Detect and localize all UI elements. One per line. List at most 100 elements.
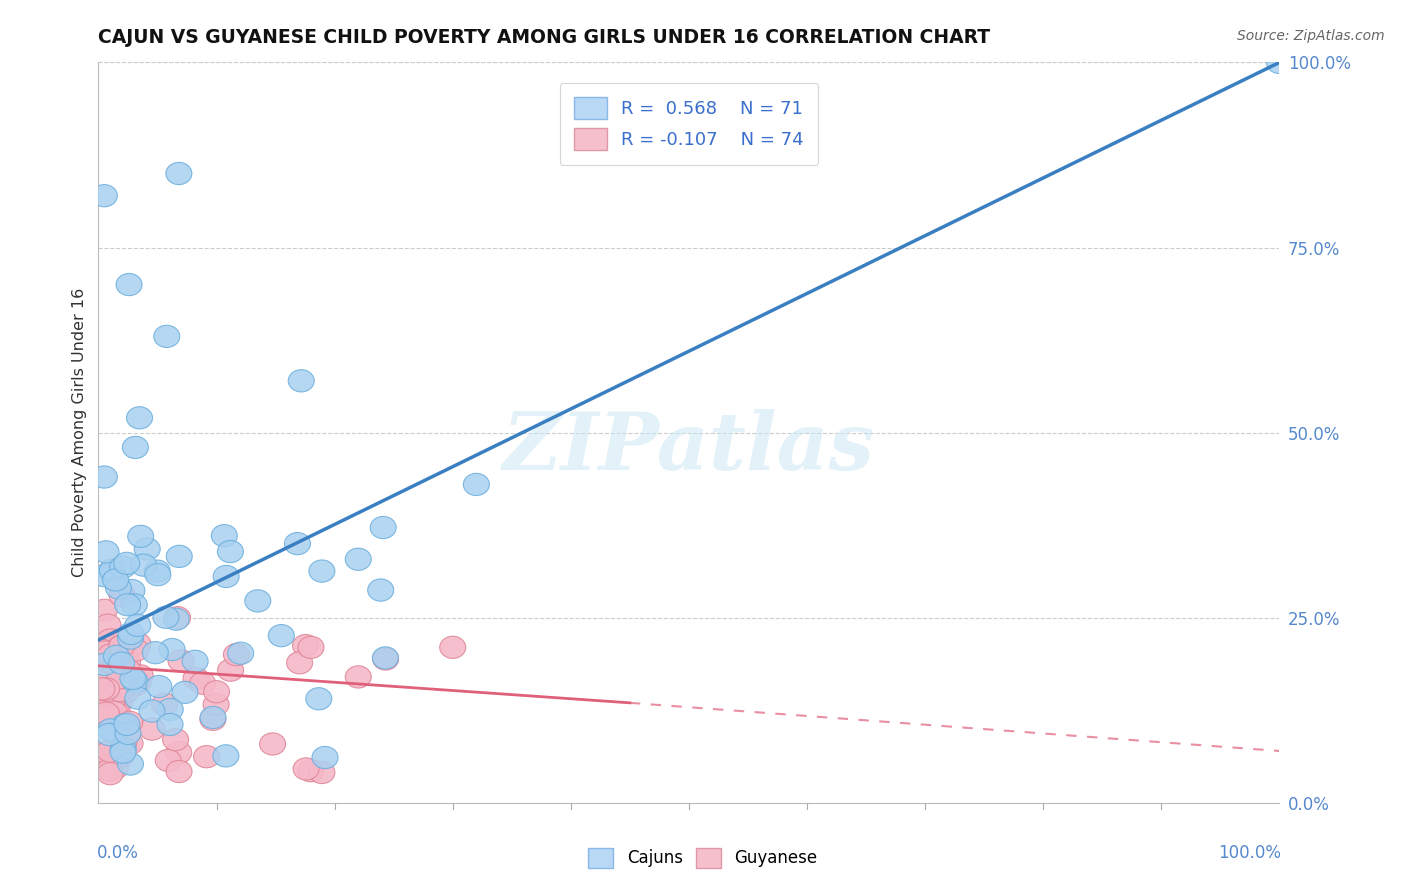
Ellipse shape (163, 608, 190, 631)
Ellipse shape (125, 670, 152, 692)
Ellipse shape (122, 673, 149, 696)
Ellipse shape (125, 615, 150, 636)
Ellipse shape (89, 678, 115, 700)
Ellipse shape (89, 640, 115, 661)
Ellipse shape (104, 739, 129, 761)
Ellipse shape (245, 590, 271, 612)
Ellipse shape (145, 560, 170, 582)
Ellipse shape (346, 665, 371, 688)
Ellipse shape (98, 691, 124, 714)
Ellipse shape (117, 274, 142, 295)
Ellipse shape (269, 624, 294, 647)
Ellipse shape (105, 677, 132, 698)
Ellipse shape (373, 648, 399, 670)
Ellipse shape (145, 564, 170, 586)
Text: 0.0%: 0.0% (97, 844, 139, 862)
Ellipse shape (114, 651, 141, 673)
Ellipse shape (114, 714, 139, 736)
Ellipse shape (108, 652, 135, 674)
Text: ZIPatlas: ZIPatlas (503, 409, 875, 486)
Ellipse shape (117, 732, 143, 755)
Ellipse shape (97, 693, 122, 715)
Ellipse shape (464, 474, 489, 496)
Ellipse shape (260, 733, 285, 755)
Ellipse shape (288, 369, 314, 392)
Ellipse shape (153, 326, 180, 348)
Ellipse shape (89, 701, 115, 723)
Ellipse shape (284, 533, 311, 555)
Ellipse shape (159, 639, 186, 661)
Ellipse shape (228, 642, 253, 665)
Ellipse shape (309, 560, 335, 582)
Ellipse shape (204, 681, 229, 703)
Ellipse shape (172, 681, 198, 704)
Ellipse shape (96, 723, 122, 746)
Y-axis label: Child Poverty Among Girls Under 16: Child Poverty Among Girls Under 16 (72, 288, 87, 577)
Ellipse shape (1267, 52, 1292, 73)
Ellipse shape (368, 579, 394, 601)
Ellipse shape (97, 740, 122, 763)
Ellipse shape (104, 702, 131, 724)
Ellipse shape (93, 702, 120, 724)
Ellipse shape (128, 525, 153, 548)
Ellipse shape (91, 466, 117, 488)
Ellipse shape (134, 538, 160, 560)
Ellipse shape (101, 701, 128, 723)
Ellipse shape (120, 580, 145, 601)
Ellipse shape (89, 743, 115, 765)
Ellipse shape (152, 693, 177, 715)
Ellipse shape (110, 556, 135, 578)
Ellipse shape (107, 680, 134, 702)
Ellipse shape (169, 649, 194, 672)
Ellipse shape (194, 746, 219, 768)
Ellipse shape (211, 524, 238, 547)
Ellipse shape (125, 687, 150, 709)
Ellipse shape (110, 584, 135, 607)
Ellipse shape (128, 665, 153, 687)
Ellipse shape (122, 639, 149, 661)
Ellipse shape (94, 678, 120, 700)
Ellipse shape (305, 688, 332, 710)
Ellipse shape (155, 749, 181, 772)
Ellipse shape (122, 671, 148, 693)
Ellipse shape (94, 614, 121, 636)
Ellipse shape (104, 645, 129, 667)
Ellipse shape (97, 629, 124, 651)
Ellipse shape (166, 741, 191, 764)
Ellipse shape (96, 667, 122, 690)
Ellipse shape (97, 763, 124, 785)
Ellipse shape (190, 673, 215, 694)
Ellipse shape (118, 753, 143, 775)
Ellipse shape (105, 577, 131, 599)
Ellipse shape (440, 636, 465, 658)
Ellipse shape (212, 745, 239, 767)
Ellipse shape (157, 698, 183, 721)
Ellipse shape (166, 162, 191, 185)
Ellipse shape (115, 722, 141, 744)
Ellipse shape (100, 559, 125, 582)
Ellipse shape (90, 748, 117, 771)
Ellipse shape (163, 729, 188, 751)
Ellipse shape (97, 651, 124, 673)
Ellipse shape (114, 658, 141, 681)
Ellipse shape (111, 731, 136, 753)
Ellipse shape (157, 714, 183, 736)
Ellipse shape (370, 516, 396, 539)
Ellipse shape (166, 545, 193, 567)
Ellipse shape (89, 751, 115, 773)
Ellipse shape (110, 738, 136, 760)
Ellipse shape (98, 560, 124, 582)
Ellipse shape (118, 623, 143, 645)
Ellipse shape (218, 659, 243, 681)
Ellipse shape (200, 708, 226, 731)
Ellipse shape (91, 185, 117, 207)
Ellipse shape (97, 644, 124, 666)
Ellipse shape (298, 636, 323, 658)
Ellipse shape (292, 758, 319, 780)
Ellipse shape (93, 541, 120, 563)
Ellipse shape (131, 554, 156, 576)
Ellipse shape (125, 632, 150, 655)
Ellipse shape (94, 706, 121, 728)
Ellipse shape (94, 742, 121, 764)
Ellipse shape (107, 636, 134, 657)
